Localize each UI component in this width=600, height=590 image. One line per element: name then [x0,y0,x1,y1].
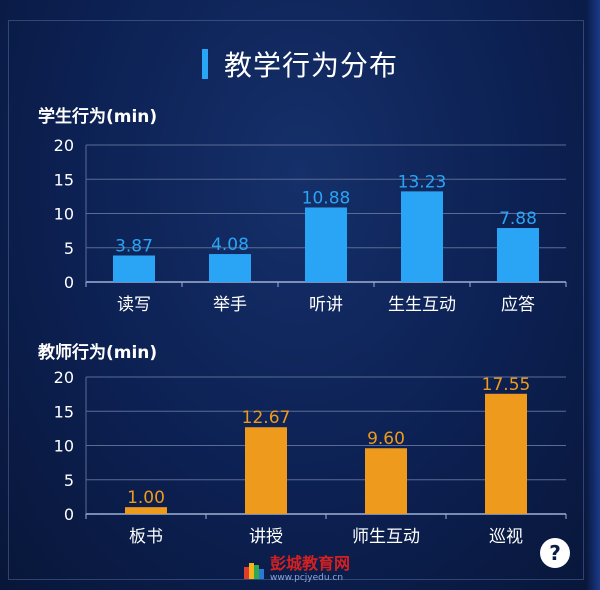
teacher-bar [125,507,167,514]
student-bar [497,228,539,282]
teacher-category-label: 讲授 [249,527,283,547]
teacher-bar [485,393,527,514]
teacher-ytick-label: 20 [54,368,74,387]
teacher-ytick-label: 10 [54,437,74,456]
teacher-category-label: 板书 [129,527,163,547]
student-category-label: 读写 [117,295,151,315]
teacher-chart-title: 教师行为(min) [38,343,158,363]
student-value-label: 13.23 [398,172,447,192]
teacher-value-label: 9.60 [367,429,405,449]
student-category-label: 生生互动 [388,295,456,315]
student-ytick-label: 20 [54,136,74,155]
help-icon[interactable]: ? [540,538,570,568]
watermark-name: 彭城教育网 [270,554,351,573]
student-bar [401,191,443,282]
watermark: 彭城教育网 www.pcjyedu.cn [244,556,350,583]
watermark-logo-icon [244,561,264,579]
student-chart-title: 学生行为(min) [38,107,158,127]
teacher-category-label: 巡视 [489,527,523,547]
teacher-ytick-label: 5 [64,471,74,490]
student-ytick-label: 10 [54,205,74,224]
student-bar [113,255,155,282]
teacher-value-label: 17.55 [482,375,531,395]
panel-frame [8,20,584,580]
teacher-ytick-label: 0 [64,505,74,524]
teacher-ytick-label: 15 [54,402,74,421]
teacher-category-label: 师生互动 [352,527,420,547]
student-category-label: 举手 [213,295,247,315]
student-ytick-label: 0 [64,273,74,292]
teacher-bar [245,427,287,514]
panel-header: 教学行为分布 [0,44,600,84]
watermark-url: www.pcjyedu.cn [270,573,344,583]
student-category-label: 应答 [501,295,535,315]
teacher-value-label: 12.67 [242,408,291,428]
student-bar [305,207,347,282]
teacher-bar [365,448,407,514]
student-ytick-label: 5 [64,239,74,258]
panel-title: 教学行为分布 [223,49,398,82]
title-accent-bar [201,49,208,79]
student-value-label: 10.88 [302,188,351,208]
student-ytick-label: 15 [54,170,74,189]
teacher-value-label: 1.00 [127,488,165,508]
student-bar [209,254,251,282]
student-value-label: 7.88 [499,209,537,229]
student-value-label: 3.87 [115,236,153,256]
student-value-label: 4.08 [211,235,249,255]
edge-glow [586,0,600,590]
student-category-label: 听讲 [309,295,343,315]
